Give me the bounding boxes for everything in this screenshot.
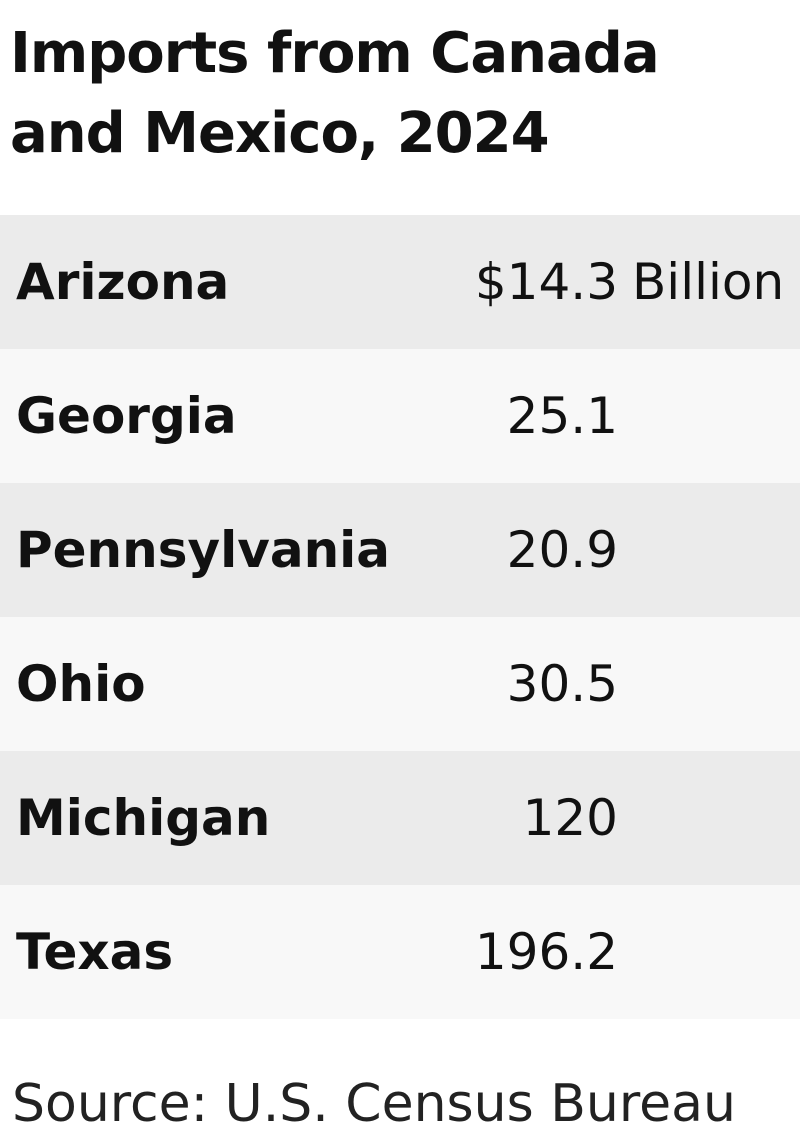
- table-row: Pennsylvania 20.9: [0, 483, 800, 617]
- value-label: 25.1: [506, 387, 618, 445]
- unit-prefix: $: [474, 253, 507, 311]
- state-label: Georgia: [16, 387, 237, 445]
- value-cell: $14.3: [475, 215, 618, 349]
- value-label: 120: [522, 789, 618, 847]
- table-row: Texas 196.2: [0, 885, 800, 1019]
- table-row: Michigan 120: [0, 751, 800, 885]
- state-label: Arizona: [16, 253, 230, 311]
- value-label: 30.5: [506, 655, 618, 713]
- data-table: Arizona $14.3 Billion Georgia 25.1 Penns…: [0, 215, 800, 1019]
- value-label: 196.2: [474, 923, 618, 981]
- unit-suffix: Billion: [632, 253, 785, 311]
- table-row: Georgia 25.1: [0, 349, 800, 483]
- value-label: 14.3: [506, 253, 618, 311]
- state-label: Texas: [16, 923, 174, 981]
- table-row: Ohio 30.5: [0, 617, 800, 751]
- source-note: Source: U.S. Census Bureau: [12, 1074, 736, 1134]
- chart-title: Imports from Canada and Mexico, 2024: [10, 21, 660, 166]
- table-row: Arizona $14.3 Billion: [0, 215, 800, 349]
- state-label: Michigan: [16, 789, 271, 847]
- state-label: Ohio: [16, 655, 146, 713]
- state-label: Pennsylvania: [16, 521, 391, 579]
- value-label: 20.9: [506, 521, 618, 579]
